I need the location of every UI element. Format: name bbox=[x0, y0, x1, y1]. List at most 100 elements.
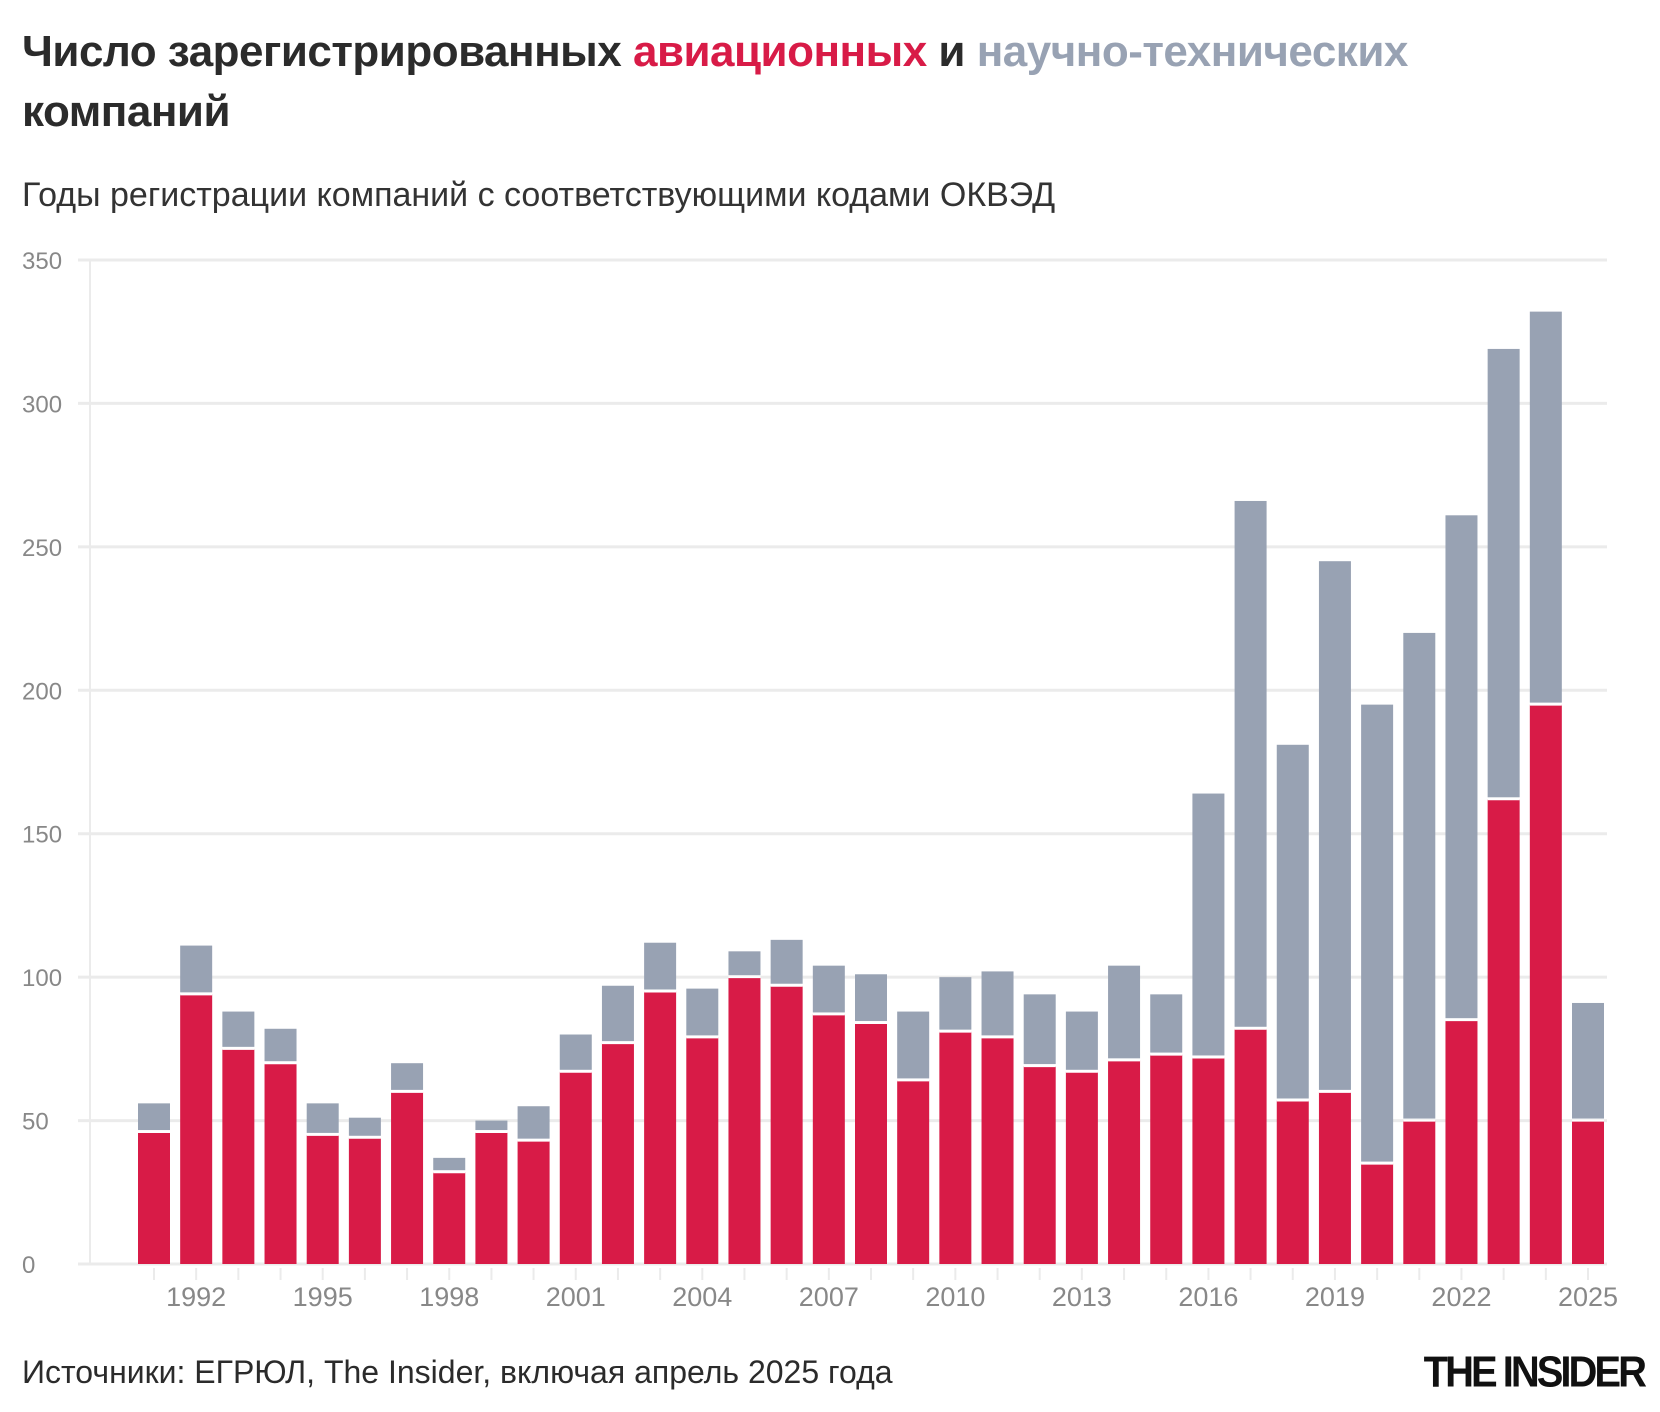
x-tick-label: 2022 bbox=[1431, 1282, 1491, 1312]
y-tick-label: 350 bbox=[22, 248, 62, 275]
y-tick-label: 100 bbox=[22, 965, 62, 992]
bar-scitech-2016 bbox=[1192, 793, 1225, 1056]
y-tick-label: 200 bbox=[22, 678, 62, 705]
x-tick-label: 2013 bbox=[1052, 1282, 1112, 1312]
bar-aviation-2022 bbox=[1445, 1020, 1478, 1264]
bar-aviation-2016 bbox=[1192, 1057, 1225, 1264]
bar-scitech-2024 bbox=[1529, 311, 1562, 703]
bar-scitech-1999 bbox=[475, 1120, 508, 1131]
bar-aviation-2010 bbox=[939, 1031, 972, 1264]
bar-aviation-2025 bbox=[1572, 1120, 1604, 1264]
bar-scitech-2009 bbox=[897, 1011, 930, 1079]
x-tick-label: 1998 bbox=[419, 1282, 479, 1312]
bar-scitech-1994 bbox=[264, 1028, 297, 1062]
bar-aviation-2005 bbox=[728, 977, 761, 1264]
bar-scitech-2022 bbox=[1445, 515, 1478, 1019]
bar-aviation-2013 bbox=[1065, 1071, 1098, 1264]
x-tick-label: 2016 bbox=[1178, 1282, 1238, 1312]
bar-scitech-2013 bbox=[1065, 1011, 1098, 1070]
bar-aviation-2015 bbox=[1150, 1054, 1183, 1264]
bar-aviation-2018 bbox=[1276, 1100, 1309, 1264]
y-tick-label: 250 bbox=[22, 535, 62, 562]
x-tick-label: 1995 bbox=[293, 1282, 353, 1312]
title-text-and: и bbox=[926, 27, 977, 76]
bar-scitech-2023 bbox=[1487, 348, 1520, 798]
x-tick-label: 1992 bbox=[166, 1282, 226, 1312]
bar-scitech-2018 bbox=[1276, 744, 1309, 1099]
bar-aviation-1991 bbox=[138, 1132, 170, 1264]
the-insider-logo: THE INSIDER bbox=[1423, 1347, 1647, 1397]
bar-aviation-2000 bbox=[517, 1140, 550, 1264]
bar-scitech-1991 bbox=[138, 1103, 170, 1131]
bar-scitech-2017 bbox=[1234, 500, 1267, 1027]
bar-scitech-1993 bbox=[222, 1011, 255, 1047]
x-tick-label: 2025 bbox=[1558, 1282, 1618, 1312]
x-tick-label: 2001 bbox=[546, 1282, 606, 1312]
x-tick-label: 2010 bbox=[925, 1282, 985, 1312]
bar-scitech-2025 bbox=[1572, 1002, 1604, 1119]
bar-aviation-2002 bbox=[601, 1043, 634, 1264]
bar-aviation-1998 bbox=[433, 1172, 466, 1264]
chart-subtitle: Годы регистрации компаний с соответствую… bbox=[22, 176, 1056, 214]
bar-aviation-2014 bbox=[1108, 1060, 1141, 1264]
bar-scitech-2000 bbox=[517, 1106, 550, 1139]
title-text: Число зарегистрированных bbox=[22, 27, 633, 76]
title-text-end: компаний bbox=[22, 87, 231, 136]
bar-scitech-2014 bbox=[1108, 965, 1141, 1059]
x-tick-label: 2007 bbox=[799, 1282, 859, 1312]
bar-scitech-2020 bbox=[1361, 704, 1394, 1162]
bar-scitech-2011 bbox=[981, 971, 1014, 1036]
bar-scitech-2010 bbox=[939, 977, 972, 1030]
y-tick-label: 300 bbox=[22, 391, 62, 418]
bar-scitech-2006 bbox=[770, 939, 803, 984]
y-tick-label: 0 bbox=[22, 1252, 35, 1279]
bar-aviation-2008 bbox=[855, 1023, 887, 1264]
source-note: Источники: ЕГРЮЛ, The Insider, включая а… bbox=[22, 1354, 893, 1390]
title-aviation: авиационных bbox=[632, 27, 927, 76]
bar-aviation-2009 bbox=[897, 1080, 930, 1264]
bar-aviation-2011 bbox=[981, 1037, 1014, 1264]
bar-scitech-2002 bbox=[601, 985, 634, 1042]
bar-scitech-2015 bbox=[1150, 994, 1183, 1053]
bar-aviation-2019 bbox=[1318, 1091, 1351, 1264]
x-tick-label: 2004 bbox=[672, 1282, 732, 1312]
bar-scitech-1996 bbox=[348, 1117, 381, 1136]
bar-scitech-1998 bbox=[433, 1157, 466, 1171]
bar-aviation-2017 bbox=[1234, 1028, 1267, 1264]
bar-scitech-2008 bbox=[855, 974, 887, 1022]
bar-aviation-1994 bbox=[264, 1063, 297, 1264]
bar-aviation-2012 bbox=[1023, 1066, 1056, 1264]
bar-aviation-1992 bbox=[180, 994, 213, 1264]
bar-aviation-2020 bbox=[1361, 1163, 1394, 1264]
bar-aviation-1995 bbox=[306, 1134, 339, 1264]
bar-scitech-2012 bbox=[1023, 994, 1056, 1065]
bar-scitech-2005 bbox=[728, 951, 761, 976]
x-tick-label: 2019 bbox=[1305, 1282, 1365, 1312]
title-scitech: научно-технических bbox=[976, 27, 1409, 76]
chart-title: Число зарегистрированных авиационных и н… bbox=[22, 22, 1622, 142]
bar-scitech-1995 bbox=[306, 1103, 339, 1133]
bar-scitech-2021 bbox=[1403, 632, 1436, 1119]
bar-aviation-1996 bbox=[348, 1137, 381, 1264]
y-tick-label: 150 bbox=[22, 822, 62, 849]
bar-aviation-2024 bbox=[1529, 704, 1562, 1264]
bar-scitech-1997 bbox=[391, 1063, 424, 1090]
bar-aviation-2004 bbox=[686, 1037, 719, 1264]
bar-scitech-1992 bbox=[180, 945, 213, 993]
bar-scitech-2001 bbox=[559, 1034, 592, 1070]
bar-scitech-2004 bbox=[686, 988, 719, 1036]
bar-scitech-2019 bbox=[1318, 561, 1351, 1090]
bar-scitech-2003 bbox=[644, 942, 677, 990]
bar-aviation-1999 bbox=[475, 1132, 508, 1264]
bar-aviation-2001 bbox=[559, 1071, 592, 1264]
bar-aviation-1997 bbox=[391, 1091, 424, 1264]
bar-aviation-2023 bbox=[1487, 799, 1520, 1264]
bar-scitech-2007 bbox=[812, 965, 845, 1013]
bar-aviation-2003 bbox=[644, 991, 677, 1264]
y-tick-label: 50 bbox=[22, 1109, 49, 1136]
bar-aviation-2007 bbox=[812, 1014, 845, 1264]
bar-aviation-1993 bbox=[222, 1048, 255, 1264]
bar-aviation-2021 bbox=[1403, 1120, 1436, 1264]
bar-aviation-2006 bbox=[770, 985, 803, 1264]
